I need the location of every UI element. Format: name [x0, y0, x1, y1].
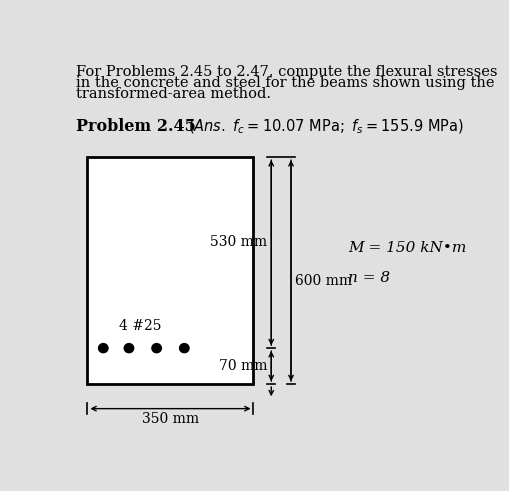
Text: 4 #25: 4 #25	[119, 319, 161, 333]
Text: 70 mm: 70 mm	[218, 359, 267, 373]
Text: M = 150 kN•m: M = 150 kN•m	[348, 241, 466, 255]
Circle shape	[152, 344, 161, 353]
Circle shape	[124, 344, 133, 353]
Text: Problem 2.45: Problem 2.45	[75, 117, 195, 135]
Text: For Problems 2.45 to 2.47, compute the flexural stresses: For Problems 2.45 to 2.47, compute the f…	[75, 65, 496, 79]
Text: 530 mm: 530 mm	[210, 235, 267, 249]
Bar	[88, 157, 253, 384]
Text: 350 mm: 350 mm	[142, 412, 199, 426]
Text: transformed-area method.: transformed-area method.	[75, 87, 270, 101]
Text: $(Ans.\ f_c = 10.07\ \mathrm{MPa};\ f_s = 155.9\ \mathrm{MPa})$: $(Ans.\ f_c = 10.07\ \mathrm{MPa};\ f_s …	[188, 117, 463, 136]
Text: 600 mm: 600 mm	[294, 274, 351, 288]
Circle shape	[179, 344, 189, 353]
Circle shape	[98, 344, 108, 353]
Text: n = 8: n = 8	[348, 271, 390, 285]
Text: in the concrete and steel for the beams shown using the: in the concrete and steel for the beams …	[75, 76, 493, 90]
